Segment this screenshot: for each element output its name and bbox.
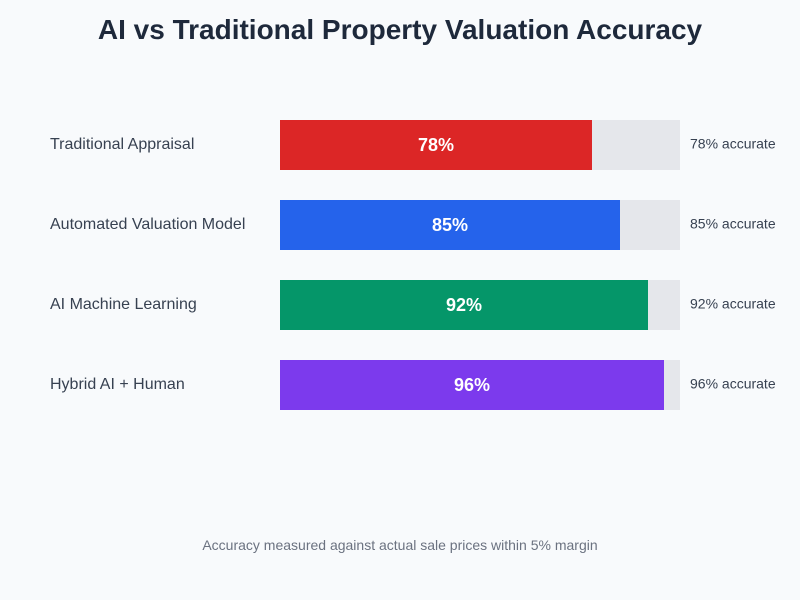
bar-row: Hybrid AI + Human 96% 96% accurate: [50, 360, 776, 410]
accuracy-label: 96% accurate: [690, 376, 776, 392]
bar: [280, 120, 592, 170]
bar: [280, 360, 664, 410]
accuracy-label: 85% accurate: [690, 216, 776, 232]
bar-row: Automated Valuation Model 85% 85% accurate: [50, 200, 776, 250]
chart-title: AI vs Traditional Property Valuation Acc…: [97, 14, 703, 45]
bar: [280, 200, 620, 250]
bar: [280, 280, 648, 330]
accuracy-label: 92% accurate: [690, 296, 776, 312]
accuracy-label: 78% accurate: [690, 136, 776, 152]
category-label: Hybrid AI + Human: [50, 376, 185, 393]
category-label: AI Machine Learning: [50, 296, 197, 313]
chart-footnote: Accuracy measured against actual sale pr…: [202, 537, 598, 553]
bar-value-label: 96%: [454, 375, 490, 395]
bar-value-label: 85%: [432, 215, 468, 235]
category-label: Traditional Appraisal: [50, 136, 194, 153]
category-label: Automated Valuation Model: [50, 216, 245, 233]
bar-value-label: 78%: [418, 135, 454, 155]
bar-value-label: 92%: [446, 295, 482, 315]
bar-row: Traditional Appraisal 78% 78% accurate: [50, 120, 776, 170]
bar-row: AI Machine Learning 92% 92% accurate: [50, 280, 776, 330]
